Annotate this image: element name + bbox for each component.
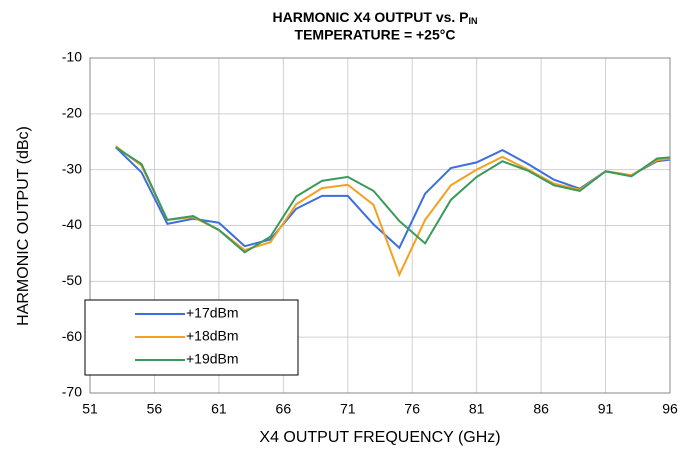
- y-tick-label: -10: [62, 49, 82, 65]
- y-tick-label: -40: [62, 216, 82, 232]
- x-tick-label: 81: [469, 401, 485, 417]
- title-subscript: IN: [469, 16, 478, 26]
- legend-label: +19dBm: [186, 351, 239, 367]
- y-tick-label: -30: [62, 160, 82, 176]
- chart-title: HARMONIC X4 OUTPUT vs. PIN: [272, 9, 477, 27]
- x-tick-label: 91: [598, 401, 614, 417]
- x-axis-label: X4 OUTPUT FREQUENCY (GHz): [259, 429, 500, 446]
- x-tick-label: 86: [533, 401, 549, 417]
- y-tick-label: -70: [62, 384, 82, 400]
- x-tick-label: 71: [340, 401, 356, 417]
- x-tick-label: 76: [404, 401, 420, 417]
- legend-label: +17dBm: [186, 305, 239, 321]
- title-main: HARMONIC X4 OUTPUT vs. P: [272, 9, 468, 25]
- y-axis-label: HARMONIC OUTPUT (dBc): [15, 126, 32, 326]
- x-tick-label: 51: [82, 401, 98, 417]
- legend-label: +18dBm: [186, 328, 239, 344]
- legend-box: [84, 299, 299, 376]
- y-tick-label: -60: [62, 328, 82, 344]
- x-tick-label: 66: [276, 401, 292, 417]
- x-tick-label: 56: [147, 401, 163, 417]
- series-line: [115, 146, 671, 254]
- y-tick-label: -50: [62, 272, 82, 288]
- plot-border: [89, 57, 671, 394]
- x-tick-label: 96: [662, 401, 678, 417]
- x-tick-label: 61: [211, 401, 227, 417]
- y-tick-label: -20: [62, 105, 82, 121]
- chart-subtitle: TEMPERATURE = +25°C: [295, 27, 456, 43]
